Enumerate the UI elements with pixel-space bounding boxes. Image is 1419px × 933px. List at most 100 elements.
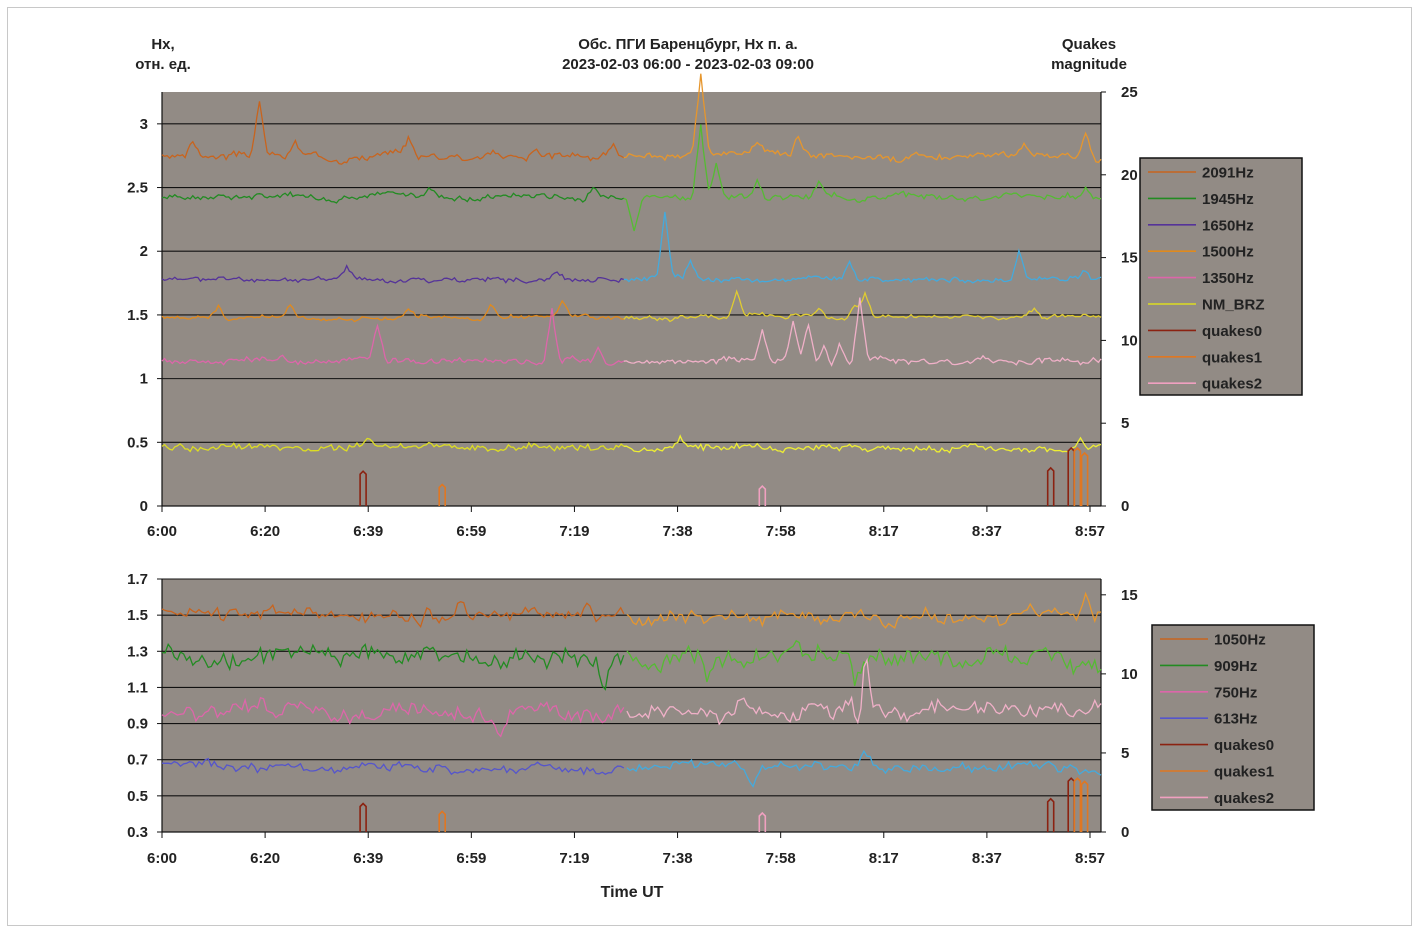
chart-panel-2: 0.3 0.5 0.7 0.9 1.1 1.3 1.5 1.7 0 5 10 15 6:00 6:20 6:… <box>127 571 1315 867</box>
series-line-750Hz <box>161 696 625 738</box>
x-tick-label: 6:59 <box>456 523 486 540</box>
quake-bar-quakes0 <box>359 470 367 506</box>
legend-label: 2091Hz <box>1202 165 1254 182</box>
left-axis-unit: отн. ед. <box>135 56 191 73</box>
series-line-1945Hz <box>161 186 625 204</box>
x-tick-label: 6:20 <box>250 850 280 867</box>
x-tick-label: 7:19 <box>559 523 589 540</box>
quake-bar-quakes1 <box>1080 451 1089 506</box>
series-line-2091Hz-late <box>623 73 1102 164</box>
series-line-1945Hz-late <box>623 124 1102 232</box>
x-tick-label: 7:58 <box>766 850 796 867</box>
x-tick-label: 8:37 <box>972 850 1002 867</box>
quake-bar-quakes0 <box>1046 466 1055 506</box>
y-tick-label: 0.5 <box>127 788 148 805</box>
y2-tick-label: 25 <box>1121 84 1138 101</box>
series-line-909Hz <box>161 642 625 691</box>
y2-tick-label: 5 <box>1121 745 1129 762</box>
legend-label: quakes0 <box>1202 323 1262 340</box>
x-tick-label: 8:57 <box>1075 523 1105 540</box>
legend-label: 1500Hz <box>1202 244 1254 261</box>
x-tick-label: 7:58 <box>766 523 796 540</box>
series-line-1050Hz <box>161 601 625 629</box>
plot-area <box>162 579 1101 832</box>
y-tick-label: 0.9 <box>127 716 148 733</box>
series-line-1650Hz <box>161 264 625 284</box>
x-tick-label: 6:39 <box>353 850 383 867</box>
y-tick-label: 0.5 <box>127 434 148 451</box>
series-line-1650Hz-late <box>623 211 1102 284</box>
y-tick-label: 1.5 <box>127 307 148 324</box>
y-tick-label: 0.7 <box>127 752 148 769</box>
y-tick-label: 1.1 <box>127 679 148 696</box>
chart-subtitle: 2023-02-03 06:00 - 2023-02-03 09:00 <box>562 56 814 73</box>
y-tick-label: 2.5 <box>127 180 148 197</box>
legend-label: 1050Hz <box>1214 632 1266 649</box>
legend-label: 1350Hz <box>1202 270 1254 287</box>
y-tick-label: 1 <box>140 371 148 388</box>
series-line-NM_BRZ-late <box>623 434 1102 454</box>
x-tick-label: 6:20 <box>250 523 280 540</box>
right-axis-unit: magnitude <box>1051 56 1127 73</box>
legend-label: quakes1 <box>1202 349 1262 366</box>
quake-bar-quakes1 <box>1073 777 1082 832</box>
legend-label: 1650Hz <box>1202 217 1254 234</box>
quake-bar-quakes0 <box>359 802 367 832</box>
legend-label: 909Hz <box>1214 658 1257 675</box>
x-tick-label: 6:39 <box>353 523 383 540</box>
series-line-1500Hz-late <box>623 289 1102 323</box>
y-tick-label: 2 <box>140 243 148 260</box>
legend-box <box>1139 157 1303 396</box>
legend-label: quakes1 <box>1214 764 1274 781</box>
y2-tick-label: 10 <box>1121 666 1138 683</box>
quake-bar-quakes1 <box>438 483 446 506</box>
x-axis-label: Time UT <box>601 884 664 901</box>
series-line-750Hz-late <box>626 657 1102 726</box>
legend-label: 613Hz <box>1214 711 1257 728</box>
y-tick-label: 3 <box>140 116 148 133</box>
chart-title: Обс. ПГИ Баренцбург, Hx п. а. <box>578 36 797 53</box>
series-line-2091Hz <box>161 101 625 165</box>
quake-bar-quakes1 <box>438 810 446 832</box>
y2-tick-label: 10 <box>1121 332 1138 349</box>
series-line-613Hz-late <box>626 749 1102 788</box>
x-tick-label: 7:38 <box>663 850 693 867</box>
y2-tick-label: 15 <box>1121 250 1138 267</box>
quake-bar-quakes1 <box>1073 446 1082 506</box>
legend-label: quakes2 <box>1214 790 1274 807</box>
y-tick-label: 0 <box>140 498 148 515</box>
quake-bar-quakes0 <box>1046 797 1055 832</box>
legend-label: 1945Hz <box>1202 191 1254 208</box>
x-tick-label: 8:37 <box>972 523 1002 540</box>
quake-bar-quakes2 <box>758 811 767 832</box>
x-tick-label: 7:38 <box>663 523 693 540</box>
x-tick-label: 6:59 <box>456 850 486 867</box>
legend-label: quakes2 <box>1202 376 1262 393</box>
y2-tick-label: 0 <box>1121 498 1129 515</box>
left-axis-label: Hx, <box>151 36 174 53</box>
x-tick-label: 6:00 <box>147 523 177 540</box>
y2-tick-label: 20 <box>1121 167 1138 184</box>
series-line-NM_BRZ <box>161 437 625 453</box>
y-tick-label: 1.7 <box>127 571 148 588</box>
series-line-613Hz <box>161 757 625 776</box>
series-line-1350Hz-late <box>623 297 1102 367</box>
y2-tick-label: 0 <box>1121 824 1129 841</box>
x-tick-label: 8:57 <box>1075 850 1105 867</box>
y-tick-label: 1.5 <box>127 607 148 624</box>
series-line-1500Hz <box>161 299 624 323</box>
right-axis-label: Quakes <box>1062 36 1116 53</box>
series-line-1050Hz-late <box>626 591 1102 629</box>
y-tick-label: 1.3 <box>127 643 148 660</box>
legend-label: 750Hz <box>1214 684 1257 701</box>
x-tick-label: 6:00 <box>147 850 177 867</box>
x-tick-label: 8:17 <box>869 850 899 867</box>
plot-area <box>162 92 1101 506</box>
quake-bar-quakes2 <box>758 484 767 506</box>
y2-tick-label: 5 <box>1121 415 1129 432</box>
quake-bar-quakes1 <box>1080 780 1089 832</box>
y-tick-label: 0.3 <box>127 824 148 841</box>
y2-tick-label: 15 <box>1121 587 1138 604</box>
chart-panel-1: 0 0.5 1 1.5 2 2.5 3 0 5 10 15 20 25 6:00 6:20 6:39 6:59 7… <box>127 73 1303 540</box>
